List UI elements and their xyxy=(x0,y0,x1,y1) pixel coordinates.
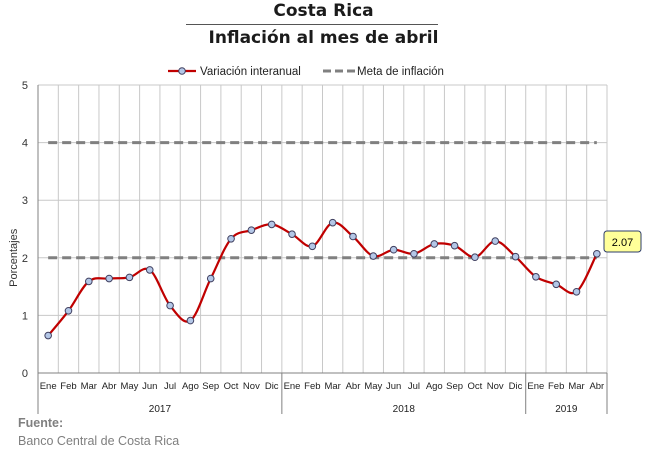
x-tick-label: Abr xyxy=(589,381,604,392)
y-tick-label: 2 xyxy=(22,253,28,265)
legend-label-variacion: Variación interanual xyxy=(200,66,301,78)
x-tick-label: Feb xyxy=(548,381,564,392)
y-tick-label: 0 xyxy=(22,368,28,380)
x-tick-label: Oct xyxy=(224,381,239,392)
data-point xyxy=(491,237,500,245)
data-point xyxy=(328,218,337,227)
data-point xyxy=(85,277,93,286)
y-tick-label: 3 xyxy=(22,195,28,207)
y-tick-label: 5 xyxy=(22,80,28,92)
x-tick-label: Ago xyxy=(426,381,443,392)
data-point xyxy=(125,273,134,282)
data-point xyxy=(532,273,540,281)
callout-box xyxy=(603,230,642,253)
source-text: Banco Central de Costa Rica xyxy=(18,434,180,448)
data-point xyxy=(430,240,439,248)
data-point xyxy=(593,249,601,258)
year-label: 2017 xyxy=(149,404,172,415)
x-tick-label: May xyxy=(120,381,138,392)
x-tick-label: Jul xyxy=(408,381,420,392)
data-point xyxy=(349,232,357,241)
y-tick-label: 4 xyxy=(22,138,28,150)
x-tick-label: Nov xyxy=(243,381,260,392)
callout-label: 2.07 xyxy=(612,237,633,249)
data-point xyxy=(450,241,459,250)
x-tick-label: May xyxy=(364,381,382,392)
x-tick-label: Ene xyxy=(284,381,301,392)
x-tick-label: Oct xyxy=(468,381,483,392)
x-tick-label: Dic xyxy=(265,381,279,392)
y-tick-label: 1 xyxy=(22,310,28,322)
x-tick-label: Jun xyxy=(142,381,157,392)
x-tick-label: Nov xyxy=(487,381,504,392)
data-point xyxy=(227,234,235,243)
x-tick-label: Jun xyxy=(386,381,401,392)
x-tick-label: Mar xyxy=(324,381,340,392)
data-point xyxy=(511,252,520,261)
chart-subtitle: Inflación al mes de abril xyxy=(208,28,439,48)
data-point xyxy=(206,274,215,283)
data-point xyxy=(369,252,378,260)
title-underline xyxy=(186,24,438,25)
chart-title: Costa Rica xyxy=(273,1,374,21)
y-axis-title: Porcentajes xyxy=(8,228,20,287)
x-tick-label: Dic xyxy=(509,381,523,392)
data-point xyxy=(389,245,398,254)
data-point xyxy=(105,274,113,283)
x-tick-label: Abr xyxy=(102,381,117,392)
legend-marker-variacion xyxy=(178,67,186,75)
data-point xyxy=(288,230,296,238)
x-tick-label: Sep xyxy=(202,381,219,392)
x-tick-label: Ago xyxy=(182,381,199,392)
year-label: 2018 xyxy=(393,404,416,415)
x-tick-label: Mar xyxy=(568,381,584,392)
data-point xyxy=(247,226,256,234)
data-point xyxy=(186,316,195,325)
series-line-variacion-interanual xyxy=(47,221,598,337)
data-point xyxy=(471,253,479,262)
x-tick-label: Feb xyxy=(60,381,76,392)
source-label: Fuente: xyxy=(18,416,64,430)
year-label: 2019 xyxy=(555,404,578,415)
data-point xyxy=(308,242,317,251)
x-tick-label: Abr xyxy=(346,381,361,392)
data-point xyxy=(64,306,73,315)
x-tick-label: Ene xyxy=(527,381,544,392)
data-point xyxy=(166,301,174,310)
x-tick-label: Ene xyxy=(40,381,57,392)
data-point xyxy=(572,287,581,296)
x-tick-label: Mar xyxy=(81,381,97,392)
x-tick-label: Sep xyxy=(446,381,463,392)
data-point xyxy=(552,280,560,289)
data-point xyxy=(44,331,52,340)
x-tick-label: Jul xyxy=(164,381,176,392)
data-point xyxy=(267,220,276,229)
data-point xyxy=(410,249,418,258)
x-tick-label: Feb xyxy=(304,381,320,392)
legend-label-meta: Meta de inflación xyxy=(357,66,444,78)
data-point xyxy=(145,266,154,274)
